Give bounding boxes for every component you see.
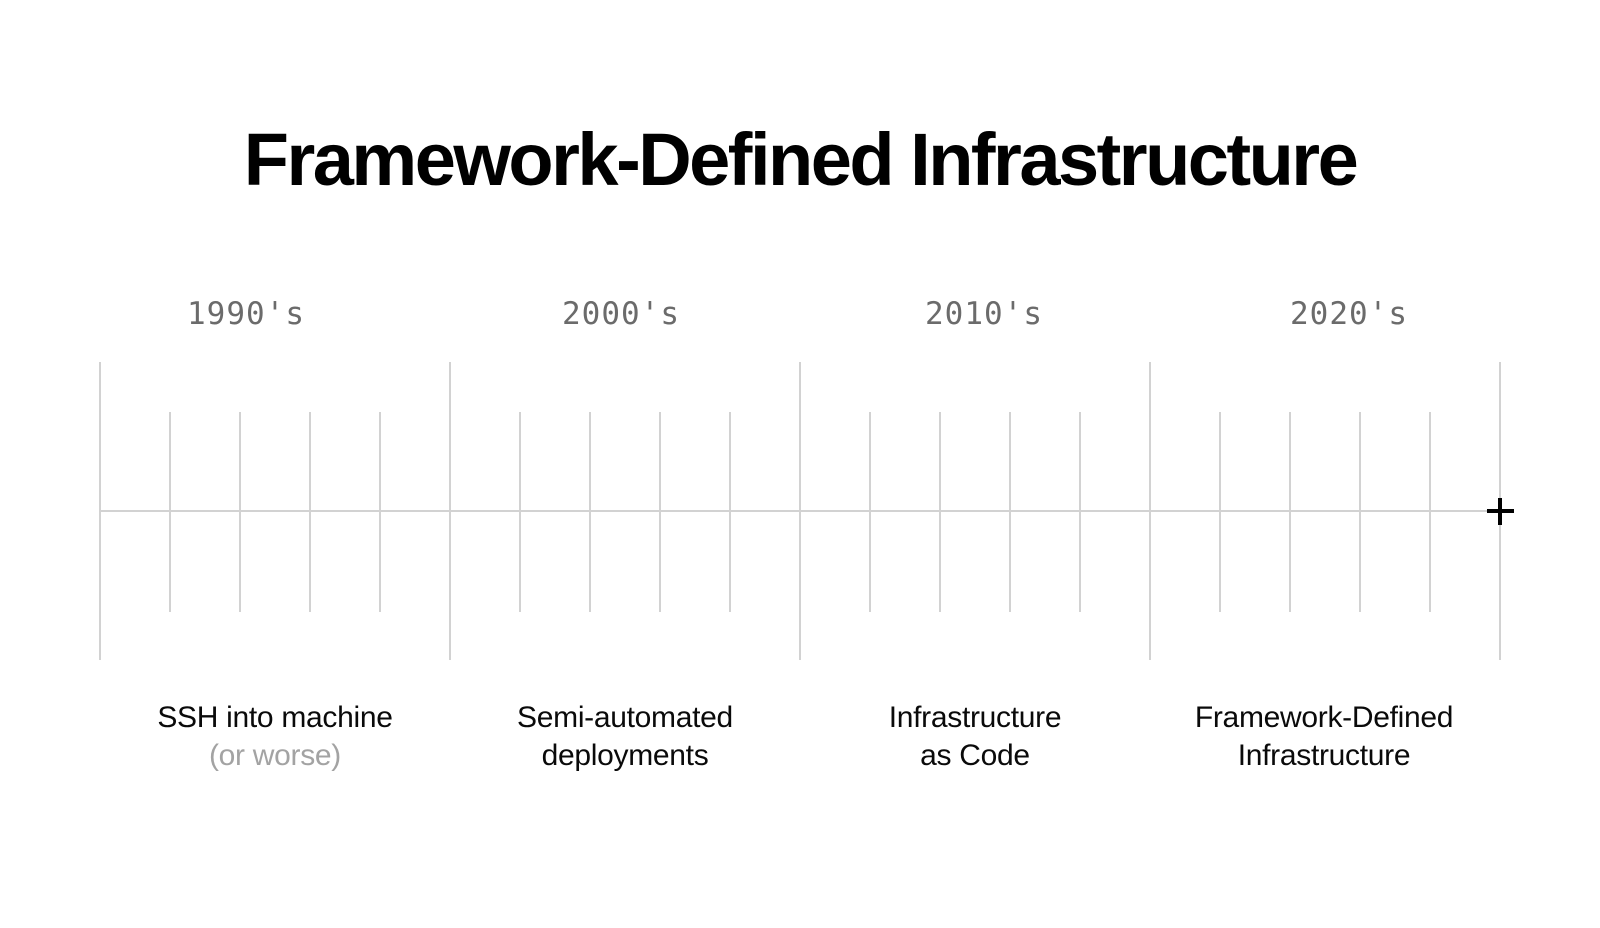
decade-label-2000s: 2000's xyxy=(562,296,680,332)
minor-tick xyxy=(379,412,381,612)
minor-tick xyxy=(309,412,311,612)
minor-tick xyxy=(1289,412,1291,612)
caption-line: Framework-Defined xyxy=(1194,701,1454,734)
minor-tick xyxy=(519,412,521,612)
minor-tick xyxy=(729,412,731,612)
caption-2000s: Semi-automated deployments xyxy=(425,699,825,775)
caption-line: Infrastructure xyxy=(888,701,1062,734)
minor-tick xyxy=(1219,412,1221,612)
minor-tick xyxy=(939,412,941,612)
caption-line: Semi-automated xyxy=(517,701,733,734)
caption-line: Infrastructure xyxy=(1237,739,1411,772)
decade-label-2010s: 2010's xyxy=(925,296,1043,332)
decade-label-1990s: 1990's xyxy=(187,296,305,332)
minor-tick xyxy=(1429,412,1431,612)
decade-label-2020s: 2020's xyxy=(1290,296,1408,332)
caption-line: SSH into machine xyxy=(157,701,393,734)
plus-icon-vertical-bar xyxy=(1498,497,1502,525)
timeline-axis xyxy=(100,510,1502,512)
minor-tick xyxy=(589,412,591,612)
caption-line-muted: (or worse) xyxy=(208,739,341,772)
minor-tick xyxy=(869,412,871,612)
minor-tick xyxy=(1359,412,1361,612)
caption-2020s: Framework-Defined Infrastructure xyxy=(1124,699,1524,775)
minor-tick xyxy=(659,412,661,612)
caption-2010s: Infrastructure as Code xyxy=(775,699,1175,775)
caption-line: deployments xyxy=(541,739,709,772)
minor-tick xyxy=(1079,412,1081,612)
page-title: Framework-Defined Infrastructure xyxy=(243,118,1359,201)
minor-tick xyxy=(1009,412,1011,612)
minor-tick xyxy=(169,412,171,612)
caption-1990s: SSH into machine (or worse) xyxy=(75,699,475,775)
minor-tick xyxy=(239,412,241,612)
caption-line: as Code xyxy=(920,739,1030,772)
